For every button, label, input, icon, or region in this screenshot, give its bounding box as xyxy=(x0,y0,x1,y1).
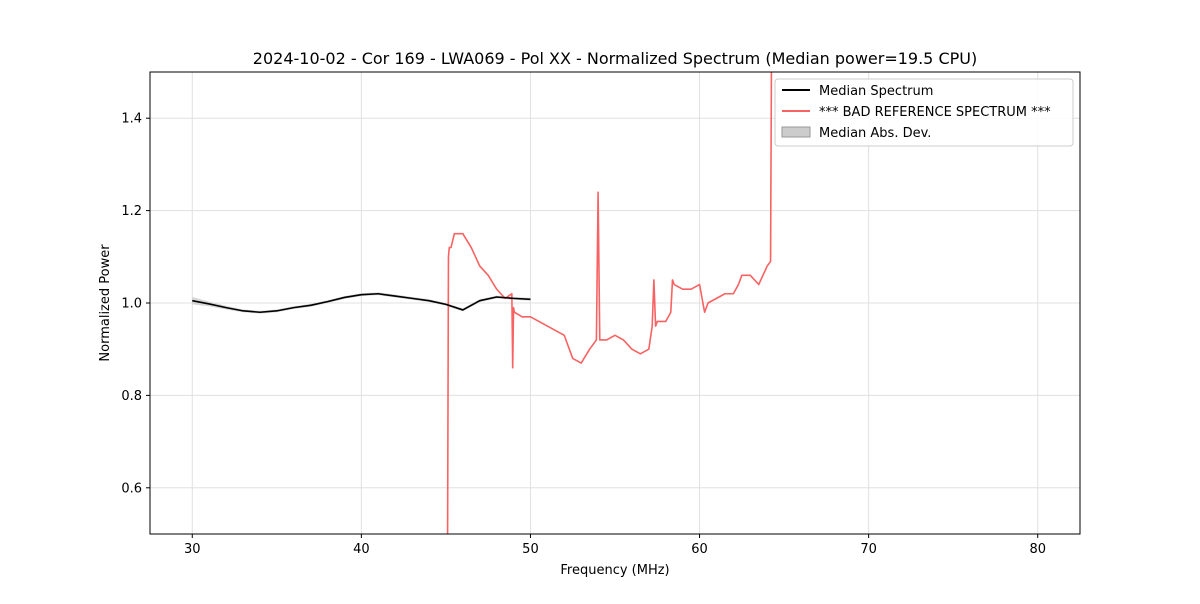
legend-label-median-spectrum: Median Spectrum xyxy=(819,84,933,99)
y-tick-label: 0.8 xyxy=(121,389,142,404)
y-tick-label: 1.0 xyxy=(121,297,142,312)
axis-ticks: 30 40 50 60 70 80 0.6 0.8 1.0 1.2 1.4 xyxy=(121,112,1046,557)
legend-swatch-mad-band xyxy=(781,126,811,138)
legend-box xyxy=(774,78,1074,147)
x-tick-label: 30 xyxy=(184,542,201,557)
x-tick-label: 80 xyxy=(1029,542,1046,557)
legend-label-bad-reference: *** BAD REFERENCE SPECTRUM *** xyxy=(819,105,1051,120)
x-tick-label: 70 xyxy=(860,542,877,557)
y-tick-label: 1.2 xyxy=(121,204,142,219)
legend: Median Spectrum *** BAD REFERENCE SPECTR… xyxy=(774,78,1074,147)
plot-series-group xyxy=(192,72,773,534)
y-axis-label: Normalized Power xyxy=(98,244,113,362)
chart-title: 2024-10-02 - Cor 169 - LWA069 - Pol XX -… xyxy=(253,49,977,68)
legend-label-mad-band: Median Abs. Dev. xyxy=(819,126,931,141)
y-tick-label: 0.6 xyxy=(121,481,142,496)
x-tick-label: 50 xyxy=(522,542,539,557)
grid-lines xyxy=(150,72,1080,534)
bad-reference-spectrum-line xyxy=(446,72,773,534)
x-tick-label: 40 xyxy=(353,542,370,557)
x-axis-label: Frequency (MHz) xyxy=(560,563,669,578)
y-tick-label: 1.4 xyxy=(121,112,142,127)
plot-area xyxy=(192,72,773,534)
median-spectrum-line xyxy=(192,292,531,314)
x-tick-label: 60 xyxy=(691,542,708,557)
